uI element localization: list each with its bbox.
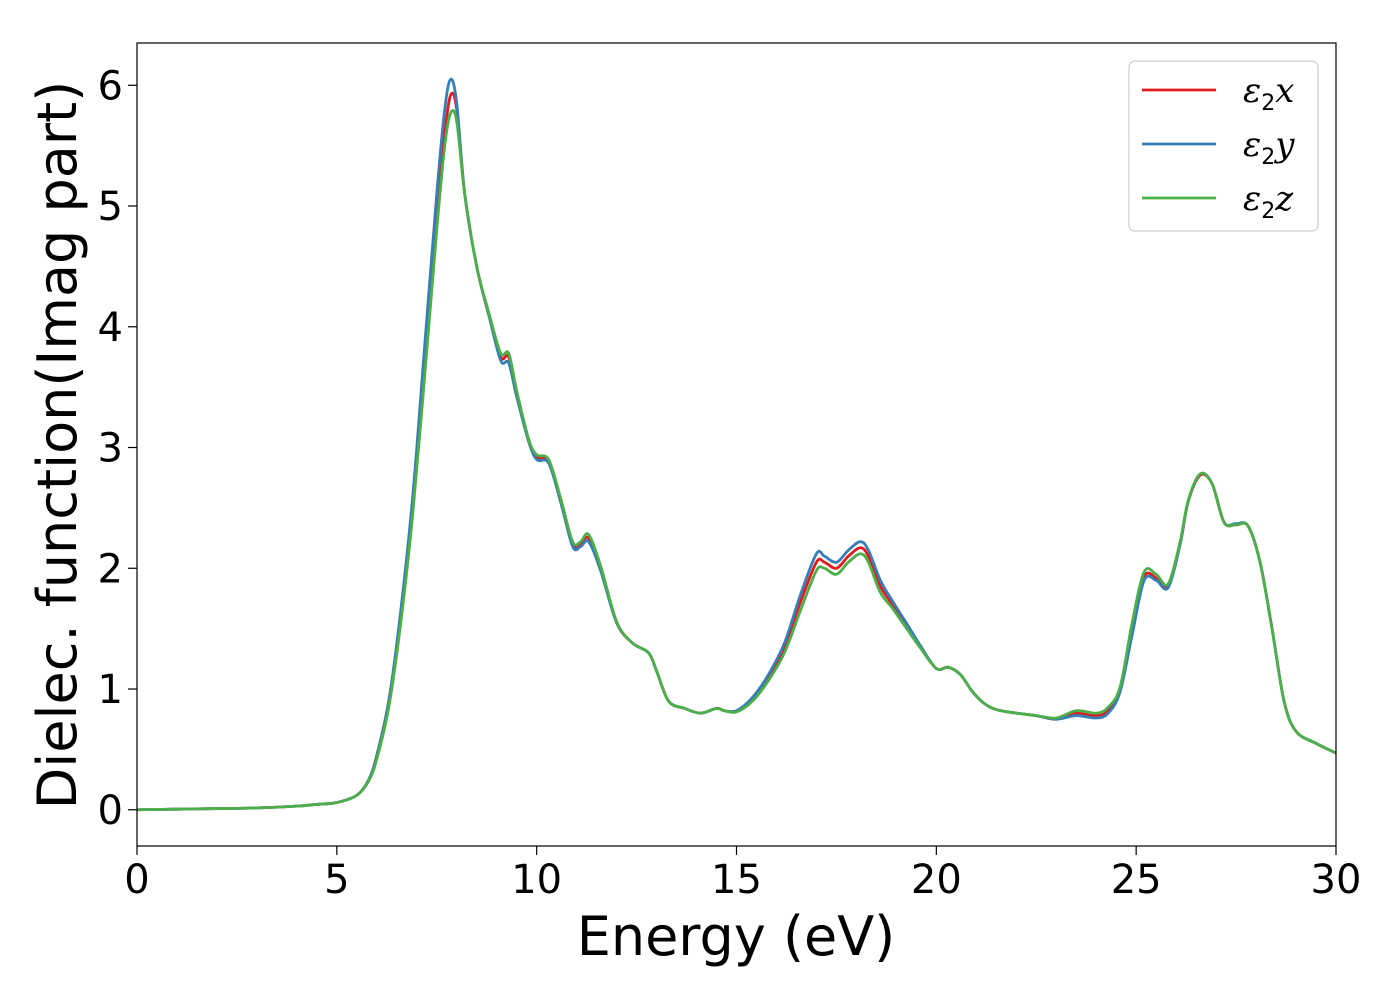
series-line-z (136, 108, 1337, 812)
series-layer (136, 77, 1337, 812)
y-axis-label: Dielec. function(Imag part) (26, 81, 89, 810)
legend-box (1128, 60, 1319, 232)
legend-label-z: ε2z (1243, 179, 1294, 224)
x-tick-label: 5 (324, 857, 349, 903)
x-tick-label: 20 (911, 857, 962, 903)
x-tick-label: 30 (1311, 857, 1362, 903)
x-tick-label: 0 (124, 857, 149, 903)
x-axis-label: Energy (eV) (577, 905, 896, 968)
y-tick-label: 4 (98, 305, 123, 351)
x-tick-label: 10 (511, 857, 562, 903)
y-axis: 0 1 2 3 4 5 6 (98, 63, 137, 834)
y-tick-label: 6 (98, 63, 123, 109)
legend-label-y: ε2y (1243, 125, 1295, 170)
series-line-y (136, 77, 1337, 812)
x-axis: 0 5 10 15 20 25 30 (124, 846, 1361, 903)
x-tick-label: 15 (711, 857, 762, 903)
y-tick-label: 3 (98, 426, 123, 472)
legend-entries: ε2x ε2y ε2z (1142, 71, 1295, 224)
legend: ε2x ε2y ε2z (1128, 60, 1319, 232)
legend-label-x: ε2x (1243, 71, 1294, 116)
y-tick-label: 5 (98, 184, 123, 230)
x-tick-label: 25 (1111, 857, 1162, 903)
y-tick-label: 1 (98, 667, 123, 713)
y-tick-label: 2 (98, 546, 123, 592)
y-tick-label: 0 (98, 788, 123, 834)
